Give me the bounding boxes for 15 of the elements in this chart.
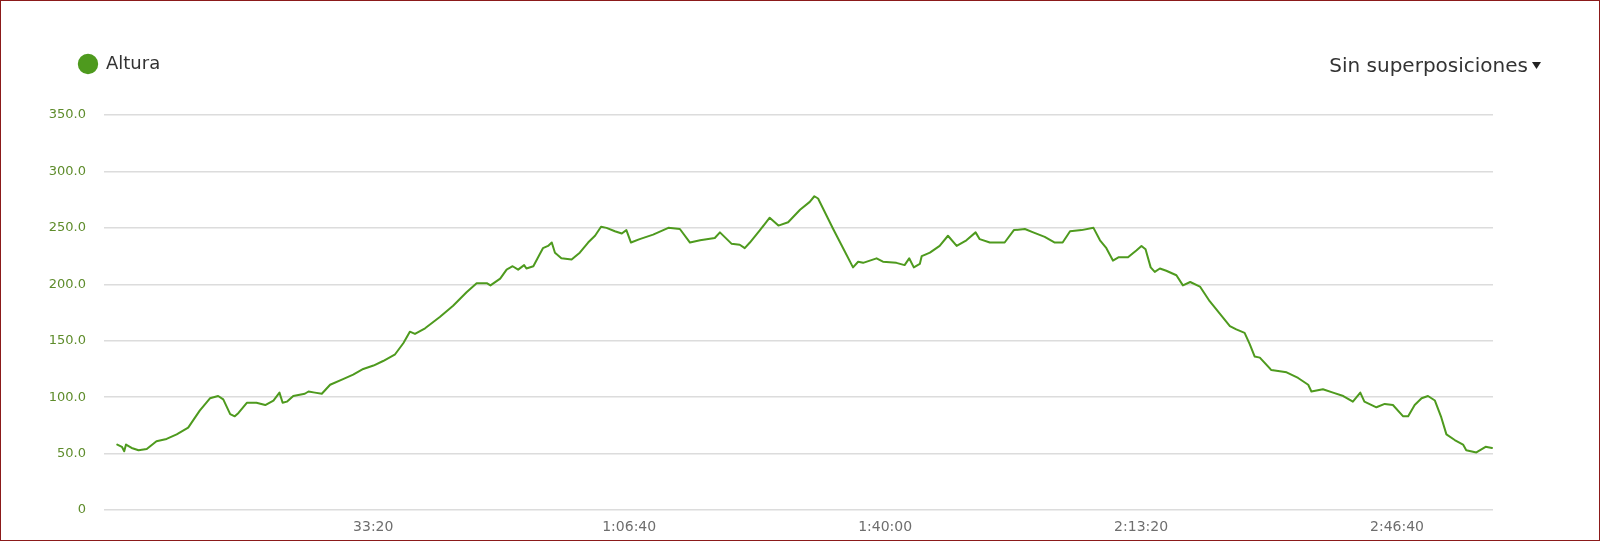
x-tick-label: 1:06:40: [602, 518, 657, 535]
y-tick-label: 100.0: [48, 388, 86, 404]
x-tick-label: 1:40:00: [858, 518, 913, 535]
x-tick-label: 2:13:20: [1114, 518, 1169, 535]
y-tick-label: 50.0: [57, 444, 86, 460]
y-tick-label: 200.0: [48, 275, 86, 291]
legend-label: Altura: [106, 51, 161, 73]
x-tick-label: 2:46:40: [1370, 518, 1425, 535]
text: Sin superposiciones: [1329, 53, 1528, 77]
y-tick-label: 300.0: [48, 162, 86, 178]
y-tick-label: 350.0: [48, 106, 86, 122]
y-tick-label: 150.0: [48, 332, 86, 348]
y-tick-label: 0: [77, 501, 86, 517]
x-tick-label: 33:20: [353, 518, 394, 535]
y-tick-label: 250.0: [48, 219, 86, 235]
